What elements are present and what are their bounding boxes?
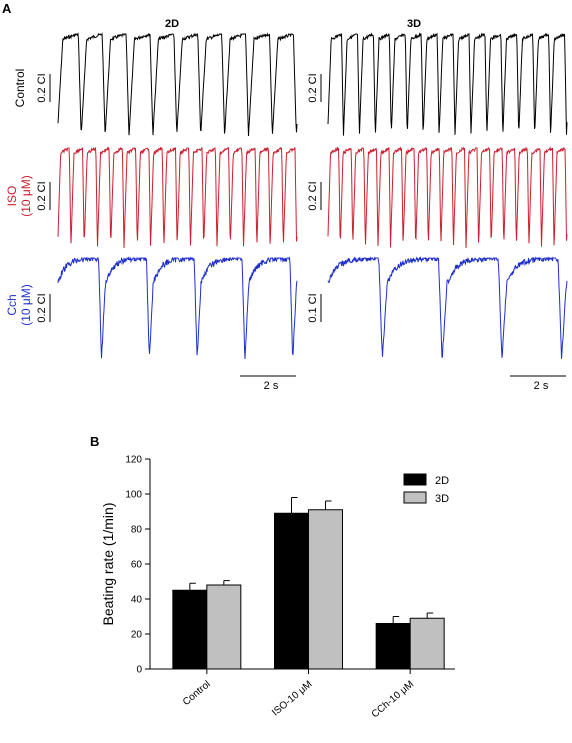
column-title-2d: 2D <box>165 18 179 30</box>
panel-b-label: B <box>90 434 99 449</box>
time-scale-label-2d: 2 s <box>264 380 279 392</box>
y-tick-label: 80 <box>131 525 143 536</box>
scale-label-control-3d: 0.2 CI <box>307 73 319 102</box>
row-label-cch-conc: (10 μM) <box>19 284 33 326</box>
legend-label-3d: 3D <box>435 493 449 505</box>
trace-control-3d <box>327 32 568 136</box>
time-scale-label-3d: 2 s <box>534 380 549 392</box>
y-axis-label: Beating rate (1/min) <box>100 503 116 626</box>
legend-swatch-3d <box>403 491 427 504</box>
trace-cch-2d <box>57 256 298 360</box>
trace-cch-3d <box>327 256 568 359</box>
x-tick-label: ISO-10 μM <box>270 679 314 719</box>
bar-2d-1 <box>274 512 309 670</box>
bar-chart: 0 20 40 60 80 100 120 Control ISO-10 μM CCh-10 μM… <box>125 455 455 720</box>
scale-label-cch-2d: 0.2 CI <box>36 293 48 322</box>
y-tick-label: 120 <box>125 455 142 466</box>
row-label-iso: ISO <box>5 186 19 207</box>
legend-swatch-2d <box>403 473 427 486</box>
legend-label-2d: 2D <box>435 475 449 487</box>
x-tick-label: CCh-10 μM <box>370 679 416 720</box>
bar-3d-2 <box>409 617 445 670</box>
row-label-control: Control <box>13 69 27 108</box>
bar-2d-0 <box>172 589 208 670</box>
panel-a-label: A <box>2 1 12 16</box>
trace-control-2d <box>57 32 298 137</box>
bar-3d-0 <box>206 584 242 670</box>
scale-label-control-2d: 0.2 CI <box>36 73 48 102</box>
row-label-cch: Cch <box>5 294 19 315</box>
trace-group <box>57 32 568 360</box>
y-tick-label: 60 <box>131 560 143 571</box>
scale-label-iso-2d: 0.2 CI <box>36 181 48 210</box>
y-tick-label: 0 <box>136 665 142 676</box>
bar-3d-1 <box>308 509 343 670</box>
bar-2d-2 <box>375 623 411 670</box>
trace-iso-3d <box>327 146 568 249</box>
scale-label-cch-3d: 0.1 CI <box>307 293 319 322</box>
trace-iso-2d <box>57 146 298 249</box>
y-tick-label: 20 <box>131 630 143 641</box>
scale-label-iso-3d: 0.2 CI <box>307 181 319 210</box>
y-tick-label: 100 <box>125 490 142 501</box>
y-tick-label: 40 <box>131 595 143 606</box>
row-label-iso-conc: (10 μM) <box>19 175 33 217</box>
x-tick-label: Control <box>181 679 213 708</box>
column-title-3d: 3D <box>407 18 421 30</box>
